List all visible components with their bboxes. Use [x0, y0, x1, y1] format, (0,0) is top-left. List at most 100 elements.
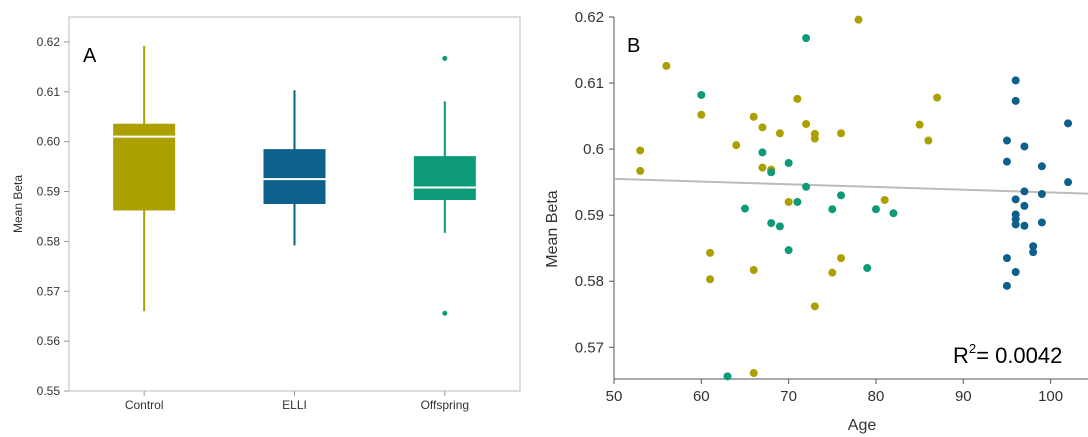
- scatter-series-1: [697, 34, 898, 381]
- y-tick-label: 0.55: [37, 384, 61, 398]
- data-point: [854, 15, 863, 24]
- y-tick-label: 0.57: [575, 339, 604, 356]
- y-tick-label: 0.59: [37, 185, 61, 199]
- x-axis-ticks: 50 60 70 80 90 100: [606, 379, 1063, 405]
- data-point: [697, 110, 706, 119]
- data-point: [1037, 190, 1046, 199]
- data-point: [1020, 142, 1029, 151]
- y-axis-label: Mean Beta: [544, 190, 561, 267]
- data-point: [871, 205, 880, 214]
- y-axis-label: Mean Beta: [11, 175, 25, 233]
- scatter-series-2: [1002, 76, 1073, 290]
- x-tick-label: Offspring: [421, 398, 469, 412]
- data-point: [723, 372, 732, 381]
- x-tick-label: 50: [606, 388, 623, 405]
- box-series: [113, 45, 476, 316]
- data-point: [767, 168, 776, 177]
- x-tick-label: 100: [1038, 388, 1063, 405]
- data-point: [1064, 119, 1073, 128]
- data-point: [758, 163, 767, 172]
- data-point: [1011, 195, 1020, 204]
- box-elli: [263, 90, 326, 246]
- data-point: [784, 246, 793, 255]
- data-point: [706, 275, 715, 284]
- data-point: [1002, 254, 1011, 263]
- data-point: [1011, 220, 1020, 229]
- data-point: [924, 136, 933, 145]
- y-axis-ticks: 0.55 0.56 0.57 0.58 0.59 0.60 0.61 0.62: [37, 35, 69, 398]
- y-tick-label: 0.58: [37, 234, 61, 248]
- data-point: [933, 93, 942, 102]
- data-point: [1002, 157, 1011, 166]
- data-point: [758, 123, 767, 132]
- data-point: [802, 120, 811, 129]
- x-axis-ticks: Control ELLI Offspring: [125, 391, 469, 412]
- data-point: [1029, 248, 1038, 257]
- data-point: [837, 254, 846, 263]
- y-tick-label: 0.57: [37, 284, 61, 298]
- data-point: [740, 204, 749, 213]
- data-point: [749, 266, 758, 275]
- r-squared-prefix: R: [953, 343, 969, 368]
- y-tick-label: 0.61: [575, 75, 604, 92]
- box-control: [113, 45, 176, 312]
- x-tick-label: 80: [868, 388, 885, 405]
- r-squared-superscript: 2: [969, 341, 976, 356]
- data-point: [1029, 242, 1038, 251]
- data-point: [810, 134, 819, 143]
- data-point: [915, 120, 924, 129]
- box-body: [413, 156, 476, 201]
- data-point: [793, 197, 802, 206]
- data-point: [775, 222, 784, 231]
- box-body: [263, 149, 326, 204]
- x-tick-label: 60: [693, 388, 710, 405]
- data-point: [1064, 178, 1073, 187]
- data-point: [828, 205, 837, 214]
- y-tick-label: 0.61: [37, 85, 61, 99]
- data-point: [1037, 162, 1046, 171]
- y-tick-label: 0.56: [37, 334, 61, 348]
- r-squared-annotation: R2= 0.0042: [953, 341, 1062, 368]
- data-point: [802, 34, 811, 43]
- box-body: [113, 123, 176, 211]
- data-point: [880, 195, 889, 204]
- box-plot-panel-a: A Mean Beta 0.55 0.56 0.57 0.58 0.59 0.60 0.61…: [11, 16, 521, 412]
- data-point: [775, 129, 784, 138]
- x-tick-label: ELLI: [282, 398, 307, 412]
- data-point: [784, 158, 793, 167]
- panel-label-a: A: [83, 45, 97, 67]
- data-point: [697, 90, 706, 99]
- data-point: [636, 146, 645, 155]
- y-tick-label: 0.58: [575, 273, 604, 290]
- x-tick-label: 70: [780, 388, 797, 405]
- data-point: [889, 209, 898, 218]
- data-point: [758, 148, 767, 157]
- y-tick-label: 0.62: [575, 9, 604, 26]
- data-point: [837, 191, 846, 200]
- data-point: [1002, 136, 1011, 145]
- y-tick-label: 0.59: [575, 207, 604, 224]
- outlier-point: [442, 55, 448, 61]
- data-point: [732, 141, 741, 150]
- data-point: [1020, 221, 1029, 230]
- data-point: [1011, 76, 1020, 85]
- r-squared-value: = 0.0042: [976, 343, 1062, 368]
- scatter-points: [636, 15, 1073, 381]
- y-tick-label: 0.60: [37, 135, 61, 149]
- outlier-point: [442, 310, 448, 316]
- y-tick-label: 0.62: [37, 35, 61, 49]
- data-point: [837, 129, 846, 138]
- data-point: [828, 268, 837, 277]
- data-point: [767, 219, 776, 228]
- data-point: [749, 369, 758, 378]
- data-point: [793, 94, 802, 103]
- scatter-series-0: [636, 15, 942, 378]
- data-point: [784, 197, 793, 206]
- data-point: [706, 248, 715, 257]
- data-point: [1037, 218, 1046, 227]
- data-point: [1011, 267, 1020, 276]
- data-point: [810, 302, 819, 311]
- y-axis-ticks: 0.57 0.58 0.59 0.6 0.61 0.62: [575, 9, 614, 356]
- panel-label-b: B: [627, 35, 640, 57]
- x-tick-label: 90: [955, 388, 972, 405]
